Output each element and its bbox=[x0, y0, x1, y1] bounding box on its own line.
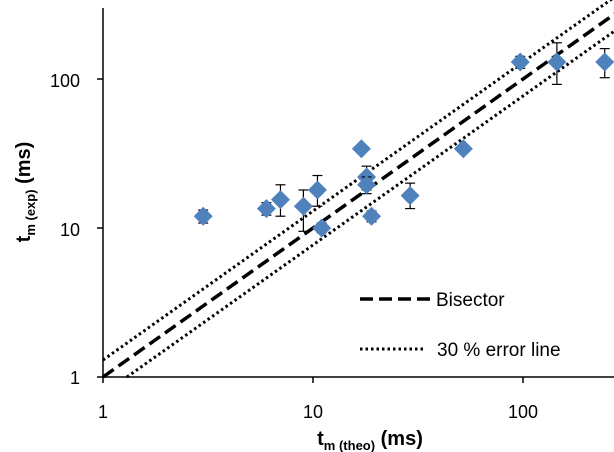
y-tick-label: 100 bbox=[50, 71, 80, 91]
plot-lines bbox=[101, 0, 614, 379]
axis-ticks bbox=[97, 78, 524, 383]
data-point bbox=[193, 206, 213, 226]
x-axis-title-unit: (ms) bbox=[375, 428, 423, 450]
data-point bbox=[293, 196, 313, 216]
y-tick-label: 10 bbox=[60, 220, 80, 240]
x-tick-label: 10 bbox=[303, 402, 323, 422]
x-axis-title: tm (theo) (ms) bbox=[317, 428, 423, 452]
y-tick-label: 1 bbox=[70, 368, 80, 388]
y-axis-title-sub: m (exp) bbox=[23, 189, 38, 235]
y-axis-title-unit: (ms) bbox=[13, 142, 35, 190]
legend-error-line-label: 30 % error line bbox=[437, 340, 561, 361]
data-points bbox=[193, 42, 614, 238]
data-point bbox=[547, 52, 567, 72]
x-axis-title-main: t bbox=[317, 428, 324, 450]
data-point bbox=[362, 206, 382, 226]
bisector-line bbox=[101, 12, 614, 379]
x-tick-label: 100 bbox=[508, 402, 538, 422]
data-point bbox=[453, 139, 473, 159]
data-point bbox=[351, 139, 371, 159]
lower-error-line bbox=[126, 29, 614, 379]
data-point bbox=[256, 199, 276, 219]
data-point bbox=[307, 180, 327, 200]
data-point bbox=[357, 175, 377, 195]
x-axis-title-sub: m (theo) bbox=[324, 438, 375, 452]
data-point bbox=[510, 52, 530, 72]
y-axis-title-main: t bbox=[13, 235, 35, 242]
data-point bbox=[595, 52, 614, 72]
data-point bbox=[312, 218, 332, 238]
data-point bbox=[400, 186, 420, 206]
legend-bisector-label: Bisector bbox=[436, 290, 505, 311]
y-axis-title: tm (exp) (ms) bbox=[13, 142, 38, 243]
legend: Bisector 30 % error line bbox=[360, 290, 561, 361]
x-tick-label: 1 bbox=[98, 402, 108, 422]
upper-error-line bbox=[102, 0, 614, 362]
data-point bbox=[270, 190, 290, 210]
